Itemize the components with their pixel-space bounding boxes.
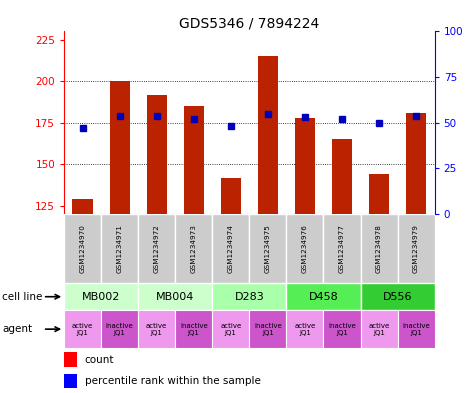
Bar [175,310,212,348]
Bar [286,283,361,310]
Bar [221,178,241,393]
Bar [138,283,212,310]
Bar [249,310,286,348]
Text: inactive
JQ1: inactive JQ1 [402,323,430,336]
Text: active
JQ1: active JQ1 [294,323,315,336]
Text: GSM1234970: GSM1234970 [80,224,86,273]
Text: agent: agent [2,324,32,334]
Bar [101,310,138,348]
Text: active
JQ1: active JQ1 [369,323,390,336]
Bar [212,214,249,283]
Bar [361,310,398,348]
Bar [323,214,361,283]
Bar [361,214,398,283]
Bar [184,106,204,393]
Bar [147,95,167,393]
Bar [138,214,175,283]
Text: GSM1234973: GSM1234973 [191,224,197,273]
Bar [64,374,77,388]
Text: inactive
JQ1: inactive JQ1 [106,323,133,336]
Text: active
JQ1: active JQ1 [146,323,167,336]
Bar [101,214,138,283]
Bar [258,56,278,393]
Text: active
JQ1: active JQ1 [72,323,93,336]
Text: inactive
JQ1: inactive JQ1 [328,323,356,336]
Bar [295,118,315,393]
Bar [64,214,101,283]
Bar [323,310,361,348]
Text: GSM1234976: GSM1234976 [302,224,308,273]
Bar [398,214,435,283]
Text: cell line: cell line [2,292,43,302]
Bar [369,174,389,393]
Text: count: count [85,354,114,365]
Text: GSM1234972: GSM1234972 [154,224,160,273]
Text: GSM1234977: GSM1234977 [339,224,345,273]
Bar [361,283,435,310]
Bar [64,283,138,310]
Bar [406,113,426,393]
Text: D458: D458 [309,292,338,302]
Text: active
JQ1: active JQ1 [220,323,241,336]
Bar [332,140,352,393]
Bar [286,310,323,348]
Bar [175,214,212,283]
Text: MB002: MB002 [82,292,120,302]
Text: GSM1234979: GSM1234979 [413,224,419,273]
Text: percentile rank within the sample: percentile rank within the sample [85,376,260,386]
Text: D556: D556 [383,292,412,302]
Text: D283: D283 [235,292,264,302]
Bar [286,214,323,283]
Text: GSM1234974: GSM1234974 [228,224,234,273]
Bar [64,310,101,348]
Text: GSM1234975: GSM1234975 [265,224,271,273]
Bar [138,310,175,348]
Text: GSM1234978: GSM1234978 [376,224,382,273]
Bar [73,199,93,393]
Bar [110,81,130,393]
Bar [249,214,286,283]
Bar [398,310,435,348]
Text: inactive
JQ1: inactive JQ1 [180,323,208,336]
Title: GDS5346 / 7894224: GDS5346 / 7894224 [179,16,320,30]
Bar [64,352,77,367]
Text: inactive
JQ1: inactive JQ1 [254,323,282,336]
Text: GSM1234971: GSM1234971 [117,224,123,273]
Bar [212,310,249,348]
Text: MB004: MB004 [156,292,194,302]
Bar [212,283,286,310]
